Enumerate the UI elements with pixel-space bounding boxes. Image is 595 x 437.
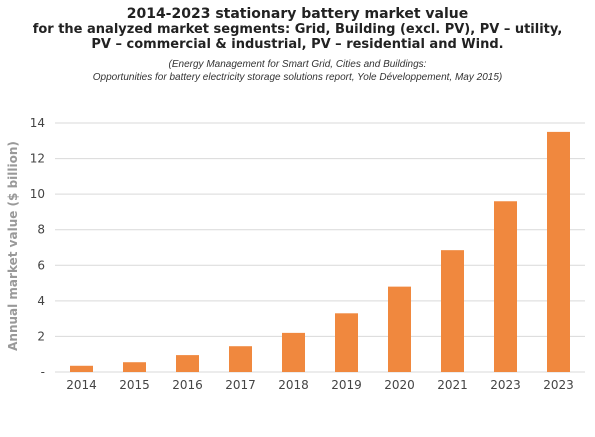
- x-tick-label: 2014: [66, 378, 97, 392]
- title-block: 2014-2023 stationary battery market valu…: [0, 6, 595, 84]
- y-tick-label: 4: [37, 294, 45, 308]
- bar-2023-8: [494, 201, 517, 372]
- x-tick-label: 2018: [278, 378, 309, 392]
- y-axis-label: Annual market value ($ billion): [6, 141, 20, 351]
- x-tick-label: 2023: [490, 378, 521, 392]
- bar-2014-0: [70, 365, 93, 372]
- x-tick-label: 2017: [225, 378, 256, 392]
- y-tick-label: 12: [30, 152, 45, 166]
- x-tick-label: 2019: [331, 378, 362, 392]
- y-tick-label: 8: [37, 223, 45, 237]
- y-axis-ticks: - 2 4 6 8 10 12 14: [30, 116, 45, 379]
- y-tick-label: 2: [37, 329, 45, 343]
- y-tick-label: 14: [30, 116, 45, 130]
- bar-2019-5: [335, 313, 358, 372]
- x-tick-label: 2021: [437, 378, 468, 392]
- bar-2020-6: [388, 286, 411, 372]
- bar-2023-9: [547, 131, 570, 372]
- x-axis-ticks: 2014 2015 2016 2017 2018 2019 2020 2021 2023 2023: [66, 378, 574, 392]
- chart-subtitle-line-2: PV – commercial & industrial, PV – resid…: [91, 37, 504, 52]
- bars: [70, 131, 570, 372]
- x-tick-label: 2016: [172, 378, 203, 392]
- y-tick-label: -: [41, 365, 45, 379]
- chart-title: 2014-2023 stationary battery market valu…: [126, 6, 469, 22]
- y-tick-label: 6: [37, 258, 45, 272]
- x-tick-label: 2015: [119, 378, 150, 392]
- chart-subtitle-line-1: for the analyzed market segments: Grid, …: [32, 22, 563, 37]
- x-tick-label: 2020: [384, 378, 415, 392]
- bar-2018-4: [282, 332, 305, 372]
- chart-source-line-1: (Energy Management for Smart Grid, Citie…: [168, 59, 427, 70]
- x-tick-label: 2023: [543, 378, 574, 392]
- bar-2021-7: [441, 250, 464, 372]
- chart-source-line-2: Opportunities for battery electricity st…: [92, 72, 503, 83]
- bar-2016-2: [176, 355, 199, 372]
- bar-2015-1: [123, 362, 146, 372]
- bar-2017-3: [229, 346, 252, 372]
- y-tick-label: 10: [30, 187, 45, 201]
